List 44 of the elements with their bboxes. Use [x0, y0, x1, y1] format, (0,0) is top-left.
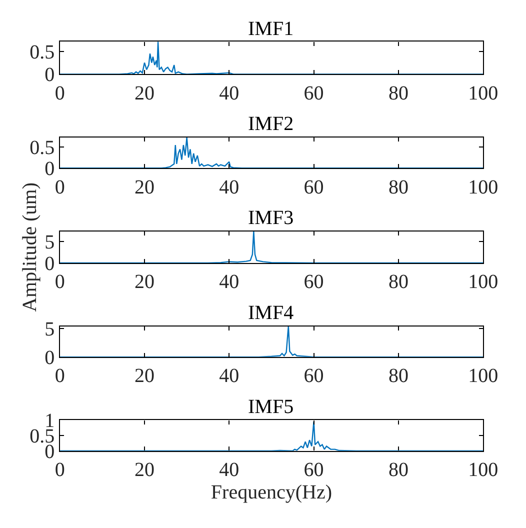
x-tick-label: 100 [468, 458, 498, 481]
y-tick-label: 5 [44, 232, 55, 254]
x-tick-label: 100 [468, 365, 498, 388]
x-tick-label: 40 [219, 271, 240, 294]
chart-title: IMF3 [248, 207, 294, 229]
y-axis-title: Amplitude (um) [19, 182, 42, 312]
x-axis-title: Frequency(Hz) [210, 481, 332, 504]
x-tick-label: 40 [219, 176, 240, 198]
chart-title: IMF5 [248, 396, 294, 418]
line-series [60, 421, 484, 451]
chart-title: IMF1 [248, 18, 294, 40]
line-series [60, 137, 484, 168]
chart-title: IMF2 [248, 113, 294, 135]
x-tick-label: 20 [134, 82, 154, 104]
x-tick-label: 100 [468, 176, 498, 198]
line-series [60, 231, 484, 263]
y-tick-label: 0 [44, 253, 55, 276]
x-tick-label: 20 [134, 458, 154, 481]
x-tick-label: 20 [134, 365, 154, 388]
x-tick-label: 60 [304, 365, 324, 388]
x-tick-label: 80 [388, 271, 408, 294]
x-tick-label: 80 [388, 82, 408, 104]
x-tick-label: 80 [388, 458, 408, 481]
x-tick-label: 40 [219, 365, 240, 388]
x-tick-label: 20 [134, 176, 154, 198]
y-tick-label: 0 [44, 346, 55, 369]
x-tick-label: 60 [304, 271, 324, 294]
x-tick-label: 40 [219, 82, 240, 104]
x-tick-label: 60 [304, 82, 324, 104]
y-tick-label: 0.5 [30, 41, 55, 64]
x-tick-label: 60 [304, 458, 324, 481]
y-tick-label: 0 [44, 64, 55, 86]
x-tick-label: 100 [468, 82, 498, 104]
x-tick-label: 20 [134, 271, 154, 294]
y-tick-label: 0 [44, 158, 55, 180]
y-tick-label: 0.5 [30, 137, 55, 160]
x-tick-label: 100 [468, 271, 498, 294]
x-tick-label: 80 [388, 365, 408, 388]
y-tick-label: 5 [44, 318, 55, 341]
x-tick-label: 80 [388, 176, 408, 198]
x-tick-label: 60 [304, 176, 324, 198]
x-tick-label: 40 [219, 458, 240, 481]
line-series [60, 42, 484, 74]
chart-title: IMF4 [248, 302, 294, 324]
